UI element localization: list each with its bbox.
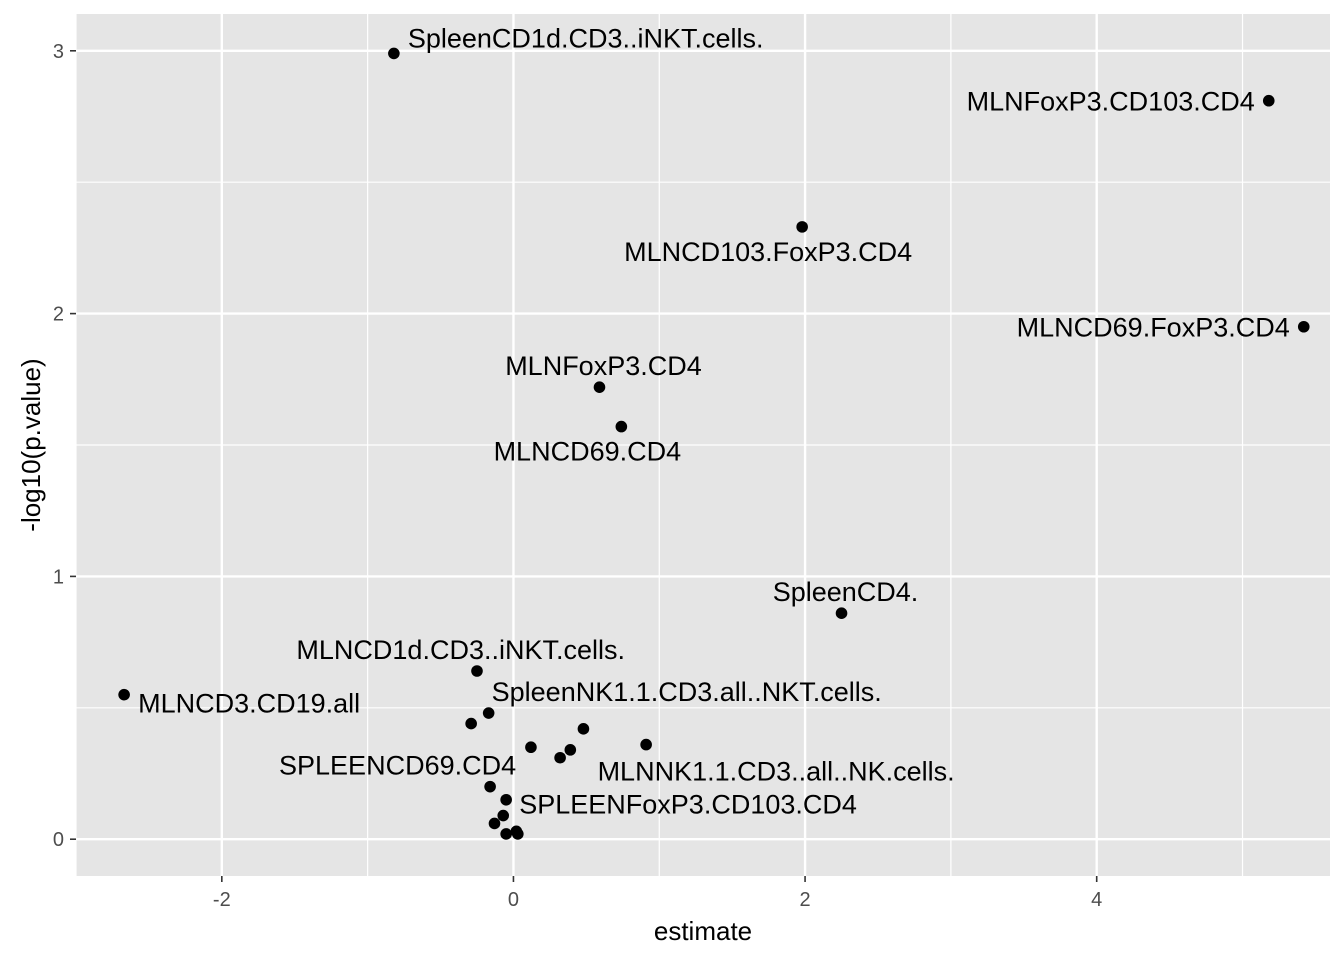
data-point xyxy=(500,828,512,840)
data-point xyxy=(471,665,483,677)
point-label: SpleenNK1.1.CD3.all..NKT.cells. xyxy=(492,677,882,707)
x-axis: -2 0 2 4 xyxy=(213,876,1102,911)
point-label: SpleenCD1d.CD3..iNKT.cells. xyxy=(408,23,764,53)
y-tick-label: 1 xyxy=(53,566,64,588)
point-label: MLNCD1d.CD3..iNKT.cells. xyxy=(296,635,625,665)
data-point xyxy=(388,47,400,60)
x-tick-label: 0 xyxy=(508,889,519,911)
point-labels: SpleenCD1d.CD3..iNKT.cells. MLNFoxP3.CD10… xyxy=(138,23,1290,819)
point-label: MLNFoxP3.CD103.CD4 xyxy=(967,87,1255,117)
data-point xyxy=(482,707,495,719)
y-tick-label: 2 xyxy=(53,304,64,326)
x-tick-label: 2 xyxy=(800,889,811,911)
data-point xyxy=(525,741,537,754)
data-point xyxy=(1262,94,1275,107)
point-label: SPLEENCD69.CD4 xyxy=(279,751,516,781)
point-label: MLNCD103.FoxP3.CD4 xyxy=(624,237,912,267)
data-point xyxy=(500,793,512,806)
y-tick-label: 0 xyxy=(53,829,64,851)
y-tick-label: 3 xyxy=(53,41,64,63)
x-tick-label: 4 xyxy=(1091,889,1102,911)
data-point xyxy=(465,717,477,730)
point-label: MLNCD69.FoxP3.CD4 xyxy=(1017,313,1290,343)
y-axis: 0 1 2 3 xyxy=(53,41,76,851)
data-point xyxy=(1297,320,1310,333)
x-tick-label: -2 xyxy=(213,889,231,911)
x-axis-title: estimate xyxy=(654,916,752,946)
data-point xyxy=(554,751,566,764)
data-point xyxy=(564,744,577,756)
data-point xyxy=(640,738,652,751)
data-point xyxy=(118,688,130,701)
data-point xyxy=(593,381,606,393)
point-label: SPLEENFoxP3.CD103.CD4 xyxy=(519,790,857,820)
data-point xyxy=(577,723,590,735)
point-label: MLNCD69.CD4 xyxy=(494,437,682,467)
data-point xyxy=(484,780,496,793)
data-point xyxy=(497,809,510,822)
y-axis-title: -log10(p.value) xyxy=(16,358,46,531)
minor-grid xyxy=(75,14,1330,876)
point-label: MLNFoxP3.CD4 xyxy=(505,351,702,381)
data-point xyxy=(488,817,501,830)
point-label: MLNCD3.CD19.all xyxy=(138,689,360,719)
data-point xyxy=(512,828,524,840)
major-grid xyxy=(76,14,1330,876)
data-point xyxy=(835,607,848,619)
data-point xyxy=(796,221,808,233)
data-point xyxy=(615,420,628,433)
data-points xyxy=(118,47,1310,840)
point-label: SpleenCD4. xyxy=(773,577,919,607)
point-label: MLNNK1.1.CD3..all..NK.cells. xyxy=(598,757,955,787)
